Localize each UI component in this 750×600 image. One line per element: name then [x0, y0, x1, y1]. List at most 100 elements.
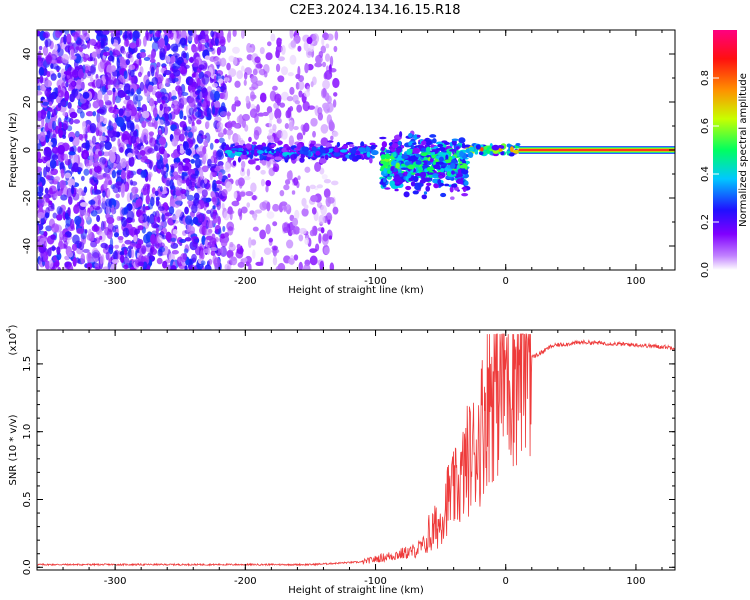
spectrogram-cell	[106, 216, 115, 225]
spectrogram-cell	[90, 64, 96, 75]
spectrogram-cell	[96, 214, 101, 223]
spectrogram-cell	[276, 117, 282, 124]
spectrogram-region	[518, 146, 675, 154]
spectrogram-cell	[83, 153, 87, 158]
spectrogram-cell	[60, 168, 65, 179]
spectrogram-cell	[333, 92, 338, 97]
spectrogram-cell	[323, 188, 331, 199]
spectrogram-cell	[166, 264, 172, 270]
spectrogram-cell	[243, 71, 248, 80]
spectrogram-cell	[179, 110, 184, 120]
spectrogram-cell	[91, 135, 97, 145]
spectrogram-cell	[82, 64, 86, 74]
spectrogram-cell	[322, 87, 327, 98]
spectrogram-cell	[204, 55, 211, 60]
spectrogram-cell	[230, 147, 239, 151]
spectrogram-cell	[112, 130, 118, 137]
spectrogram-cell	[194, 157, 201, 169]
spectrogram-cell	[72, 234, 80, 245]
spectrogram-cell	[213, 57, 222, 65]
spectrogram-cell	[128, 228, 134, 236]
spectrogram-cell	[382, 177, 387, 183]
spectrogram-cell	[301, 197, 307, 207]
spectrogram-cell	[451, 138, 459, 142]
spectrogram-cell	[218, 137, 225, 144]
spectrogram-cell	[289, 54, 297, 65]
spectrogram-cell	[455, 146, 460, 150]
spectrogram-cell	[135, 198, 143, 207]
spectrogram-cell	[421, 194, 428, 200]
spectrogram-cell	[87, 71, 92, 77]
spectrogram-cell	[232, 160, 237, 167]
spectrogram-cell	[217, 171, 223, 181]
spectrogram-cell	[62, 233, 68, 243]
spectrogram-cell	[94, 30, 101, 34]
spectrogram-cell	[108, 180, 113, 186]
spectrogram-cell	[322, 233, 329, 242]
spectrogram-cell	[218, 78, 224, 84]
spectrogram-cell	[259, 154, 263, 160]
spectrogram-cell	[43, 155, 51, 162]
spectrogram-cell	[188, 78, 196, 87]
spectrogram-cell	[112, 250, 118, 261]
spectrogram-cell	[219, 246, 224, 254]
spectrogram-cell	[141, 213, 148, 223]
spectrogram-cell	[225, 181, 233, 192]
spectrogram-cell	[326, 33, 334, 41]
spectrogram-cell	[94, 237, 101, 244]
spectrogram-cell	[293, 226, 301, 235]
spectrogram-cell	[414, 134, 418, 141]
spectrogram-cell	[320, 227, 325, 234]
spectrogram-cell	[173, 30, 177, 41]
spectrogram-cell	[131, 201, 136, 211]
spectrogram-cell	[172, 171, 179, 176]
spectrogram-cell	[491, 144, 500, 151]
spectrogram-cell	[250, 182, 257, 193]
spectrogram-cell	[38, 66, 45, 76]
spectrogram-cell	[280, 201, 288, 206]
spectrogram-cell	[207, 220, 214, 229]
spectrogram-cell	[250, 239, 257, 246]
spectrogram-cell	[156, 159, 164, 170]
spectrogram-cell	[234, 151, 243, 155]
spectrogram-cell	[171, 138, 179, 147]
spectrogram-cell	[147, 84, 154, 93]
spectrogram-cell	[148, 131, 155, 137]
spectrogram-cell	[51, 245, 56, 252]
spectrogram-cell	[139, 215, 144, 221]
spectrogram-cell	[400, 145, 405, 149]
spectrogram-cell	[71, 145, 77, 153]
spectrogram-cell	[99, 235, 103, 240]
spectrogram-cell	[408, 133, 413, 138]
snr-axes: -300 -200 -100 0 100 0.0 0.5 1.0 1.5	[22, 330, 675, 587]
spectrogram-cell	[179, 121, 187, 128]
spectrogram-cell	[94, 262, 101, 267]
spectrogram-cell	[111, 170, 117, 179]
spectrogram-cell	[311, 33, 320, 44]
spectrogram-cell	[219, 57, 227, 67]
spectrogram-cell	[97, 115, 105, 123]
spectrogram-cell	[319, 260, 325, 270]
spectrogram-cell	[64, 45, 72, 53]
spectrogram-cell	[506, 150, 511, 154]
spectrogram-cell	[446, 171, 452, 177]
spectrogram-cell	[515, 142, 521, 147]
spectrogram-cell	[111, 146, 117, 153]
spectrogram-cell	[224, 149, 233, 154]
spectrogram-cell	[106, 89, 113, 96]
spectrogram-cell	[209, 163, 217, 169]
spectrogram-cell	[302, 101, 310, 112]
spectrogram-cell	[117, 236, 124, 241]
spectrogram-cell	[314, 161, 322, 172]
spectrogram-cell	[425, 185, 431, 192]
spectrogram-cell	[245, 261, 250, 267]
spectrogram-cell	[365, 146, 370, 152]
spectrogram-cell	[137, 111, 142, 119]
spectrogram-cell	[206, 121, 210, 129]
spectrogram-cell	[50, 137, 58, 148]
spectrogram-cell	[93, 165, 102, 173]
spectrogram-cell	[433, 164, 441, 170]
spectrogram-cell	[304, 62, 309, 74]
spectrogram-cell	[205, 34, 209, 43]
spectrogram-cell	[64, 172, 71, 179]
